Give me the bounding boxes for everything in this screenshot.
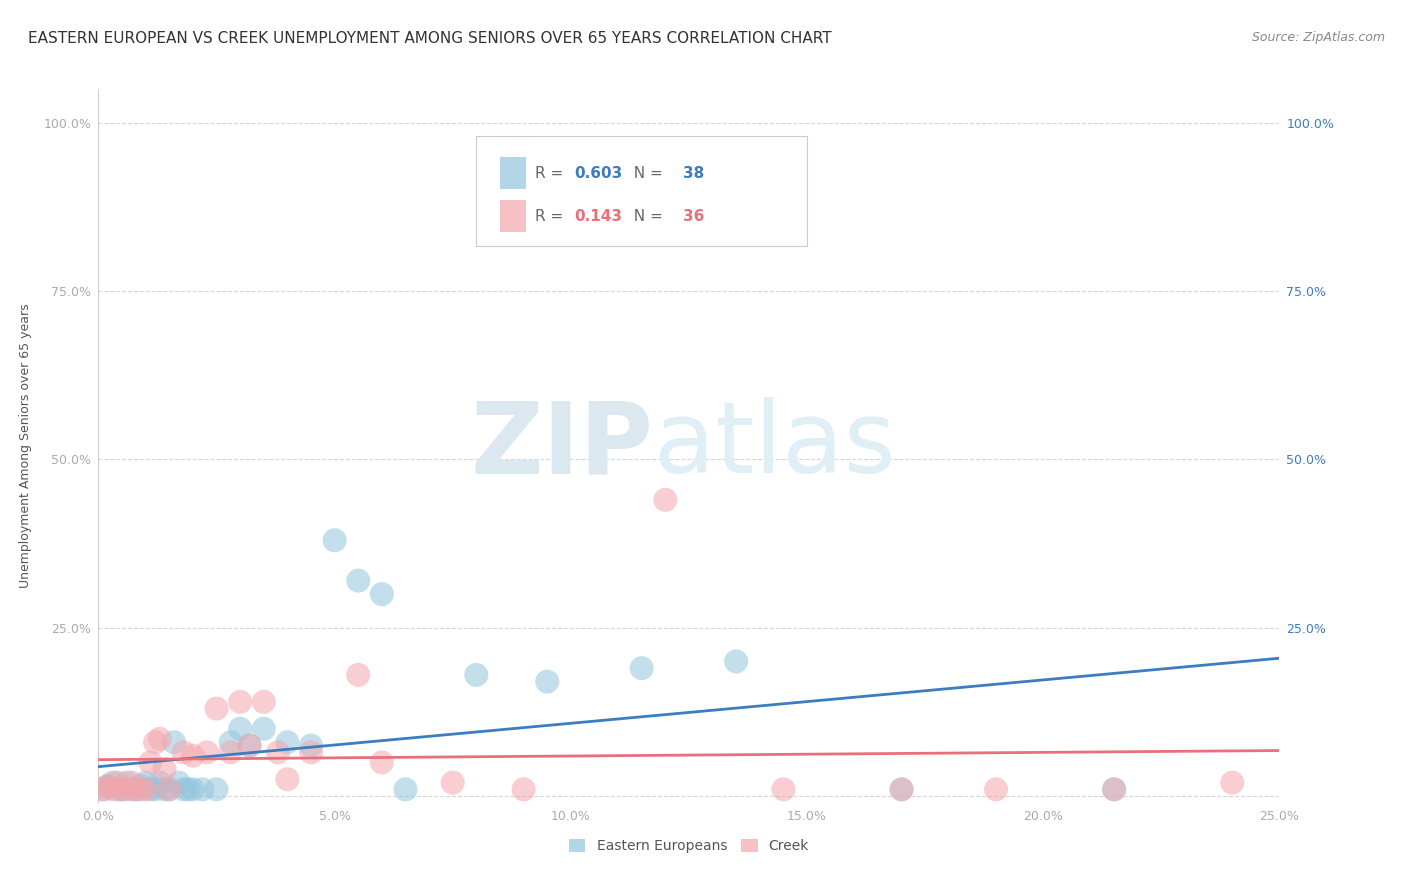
Point [725, 655, 748, 669]
Point [129, 782, 152, 797]
Text: N =: N = [624, 166, 668, 181]
Point [163, 735, 186, 749]
Point [181, 782, 204, 797]
Point [1220, 775, 1243, 789]
Point [276, 772, 298, 787]
Point [347, 668, 370, 682]
Point [441, 775, 464, 789]
Point [229, 722, 252, 736]
Point [394, 782, 416, 797]
Point [135, 782, 157, 797]
Point [465, 668, 488, 682]
Point [253, 722, 276, 736]
Point [139, 782, 162, 797]
Point [91, 782, 114, 797]
Text: atlas: atlas [654, 398, 896, 494]
Point [371, 587, 394, 601]
Point [143, 735, 166, 749]
Text: 36: 36 [683, 209, 704, 224]
Text: EASTERN EUROPEAN VS CREEK UNEMPLOYMENT AMONG SENIORS OVER 65 YEARS CORRELATION C: EASTERN EUROPEAN VS CREEK UNEMPLOYMENT A… [28, 31, 832, 46]
Point [129, 779, 152, 793]
Point [97, 779, 120, 793]
Point [149, 775, 172, 789]
Point [267, 745, 290, 759]
Point [157, 782, 180, 797]
Point [229, 695, 252, 709]
Point [115, 775, 138, 789]
Point [105, 775, 128, 789]
FancyBboxPatch shape [501, 157, 526, 189]
Point [135, 775, 157, 789]
Text: N =: N = [624, 209, 668, 224]
Point [167, 775, 190, 789]
Text: R =: R = [536, 166, 568, 181]
Point [299, 745, 322, 759]
Point [111, 782, 134, 797]
Point [195, 745, 218, 759]
Point [890, 782, 912, 797]
Point [105, 782, 128, 797]
Point [205, 782, 228, 797]
Text: 0.603: 0.603 [575, 166, 623, 181]
Point [153, 782, 176, 797]
Point [181, 748, 204, 763]
Point [1102, 782, 1125, 797]
Text: R =: R = [536, 209, 568, 224]
Y-axis label: Unemployment Among Seniors over 65 years: Unemployment Among Seniors over 65 years [20, 303, 32, 589]
Point [984, 782, 1007, 797]
Point [115, 782, 138, 797]
Point [512, 782, 534, 797]
Point [177, 782, 200, 797]
Point [153, 762, 176, 776]
Point [91, 782, 114, 797]
Point [121, 782, 143, 797]
Point [101, 782, 124, 797]
Point [347, 574, 370, 588]
Point [205, 701, 228, 715]
Point [172, 782, 194, 797]
Point [239, 739, 262, 753]
Point [253, 695, 276, 709]
Point [239, 739, 262, 753]
Point [219, 735, 242, 749]
Point [890, 782, 912, 797]
Text: Source: ZipAtlas.com: Source: ZipAtlas.com [1251, 31, 1385, 45]
FancyBboxPatch shape [501, 200, 526, 232]
Point [1102, 782, 1125, 797]
Point [125, 782, 148, 797]
Point [125, 782, 148, 797]
Point [143, 782, 166, 797]
Point [101, 775, 124, 789]
Point [191, 782, 214, 797]
Text: 0.143: 0.143 [575, 209, 623, 224]
Point [276, 735, 298, 749]
Point [111, 782, 134, 797]
Point [172, 745, 194, 759]
Point [323, 533, 346, 548]
Text: 38: 38 [683, 166, 704, 181]
Point [97, 779, 120, 793]
Point [630, 661, 652, 675]
Point [121, 775, 143, 789]
Point [157, 782, 180, 797]
FancyBboxPatch shape [477, 136, 807, 246]
Text: ZIP: ZIP [471, 398, 654, 494]
Legend: Eastern Europeans, Creek: Eastern Europeans, Creek [562, 832, 815, 860]
Point [149, 731, 172, 746]
Point [371, 756, 394, 770]
Point [139, 756, 162, 770]
Point [536, 674, 558, 689]
Point [654, 492, 676, 507]
Point [772, 782, 794, 797]
Point [299, 739, 322, 753]
Point [219, 745, 242, 759]
